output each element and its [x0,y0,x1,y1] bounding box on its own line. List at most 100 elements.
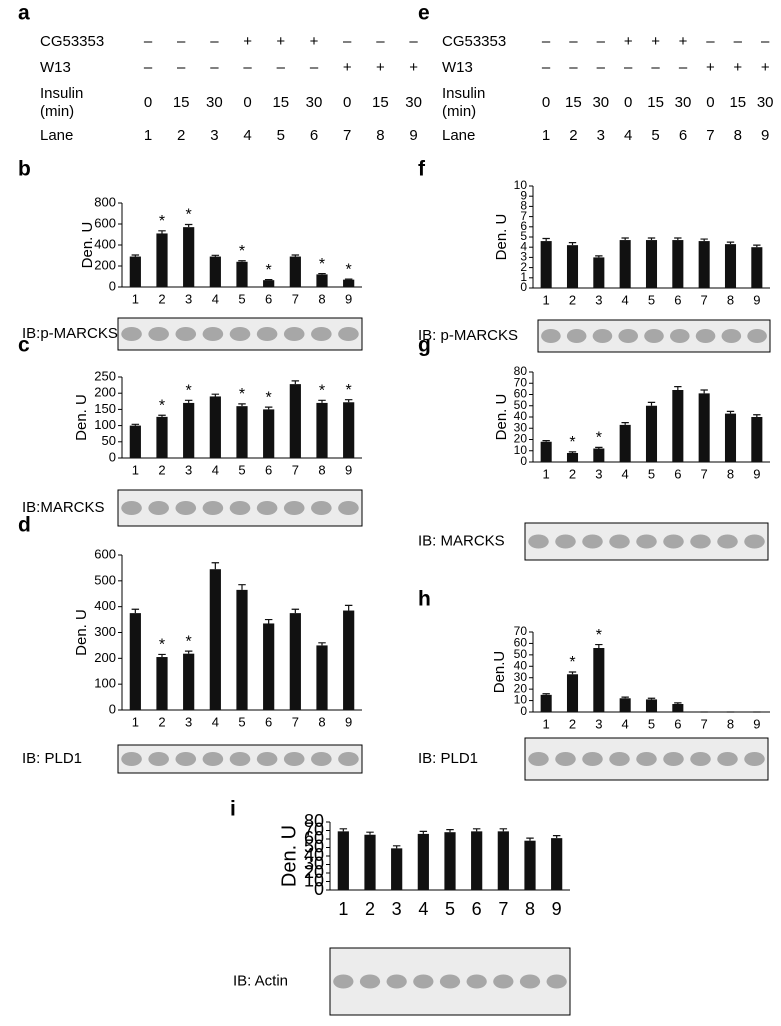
bar [672,704,684,712]
error-bar [526,837,534,841]
x-tick-label: 3 [185,714,192,729]
bar [236,589,248,710]
y-tick-label: 10 [514,178,528,192]
x-tick-label: 4 [418,899,428,919]
y-axis-label: Den. U [493,394,510,441]
row-cell: 15 [173,94,190,111]
bar [156,657,168,710]
blot-band [148,752,169,766]
error-bar [318,642,326,646]
row-cell: 0 [243,94,251,111]
y-tick-label: 0 [109,701,116,716]
blot-band [121,501,142,515]
blot-band [636,752,657,766]
x-tick-label: 6 [265,291,272,306]
blot [537,319,771,353]
row-cell: 30 [675,94,692,111]
y-tick-label: 2 [520,260,527,274]
row-cell: 0 [542,94,550,111]
blot-band [592,329,613,343]
row-cell: + [651,33,660,50]
error-bar [621,237,629,241]
significance-mark: * [159,397,165,414]
row-cell: – [542,59,551,76]
bar [289,613,301,710]
panel-label: b [18,158,31,181]
x-tick-label: 4 [622,466,629,481]
x-tick-label: 8 [727,466,734,481]
row-cell: – [679,59,688,76]
error-bar [726,410,735,414]
bar [645,699,658,712]
error-bar [674,386,682,390]
error-bar [291,380,300,385]
y-tick-label: 30 [514,420,528,434]
blot-band [644,329,664,343]
y-tick-label: 4 [520,239,527,253]
error-bar [131,254,140,257]
blot-band [148,501,169,515]
x-tick-label: 1 [338,899,348,919]
blot-band [175,752,197,766]
blot-band [311,327,332,341]
error-bar [184,650,193,654]
x-tick-label: 9 [753,292,760,307]
y-tick-label: 40 [514,658,528,672]
bar [289,256,301,287]
blot-band [311,501,332,515]
bar [364,834,376,890]
error-bar [647,237,656,241]
x-tick-label: 1 [543,292,550,307]
y-tick-label: 0 [314,879,324,899]
x-tick-label: 7 [701,292,708,307]
y-tick-label: 600 [94,215,116,230]
row-cell: – [569,59,578,76]
blot-band [493,974,514,989]
row-cell: 0 [624,94,632,111]
blot [524,737,769,781]
blot-label: IB: p-MARCKS [418,327,518,344]
row-cell: 15 [272,94,289,111]
blot-band [333,974,354,989]
row-label: Lane [442,127,475,144]
blot-band [747,329,767,343]
bar [343,610,355,710]
error-bar [344,604,353,611]
bar [316,274,328,287]
error-bar [499,828,508,832]
bar [566,245,579,288]
error-bar [621,422,629,425]
bar [183,653,195,710]
x-tick-label: 8 [525,899,535,919]
error-bar [647,697,656,700]
blot-band [695,329,716,343]
x-tick-label: 3 [185,291,192,306]
bar [619,698,631,712]
y-tick-label: 20 [514,432,528,446]
bar [540,694,552,712]
x-tick-label: 4 [212,714,219,729]
row-cell: – [144,59,153,76]
y-tick-label: 50 [304,836,324,856]
y-tick-label: 70 [304,819,324,839]
blot [524,522,769,561]
y-tick-label: 0 [109,278,116,293]
blot-band [283,752,305,766]
row-cell: – [177,33,186,50]
row-cell: + [761,59,770,76]
x-tick-label: 3 [185,462,192,477]
row-cell: + [409,59,418,76]
x-tick-label: 4 [212,462,219,477]
bar [645,405,658,462]
blot-band [202,501,224,515]
y-tick-label: 40 [304,845,324,865]
x-tick-label: 9 [753,466,760,481]
row-cell: – [651,59,660,76]
blot-band [413,974,434,989]
x-tick-label: 2 [365,899,375,919]
row-cell: + [624,33,633,50]
error-bar [158,414,166,417]
y-axis-label: Den. U [79,222,96,269]
bar [751,417,763,462]
